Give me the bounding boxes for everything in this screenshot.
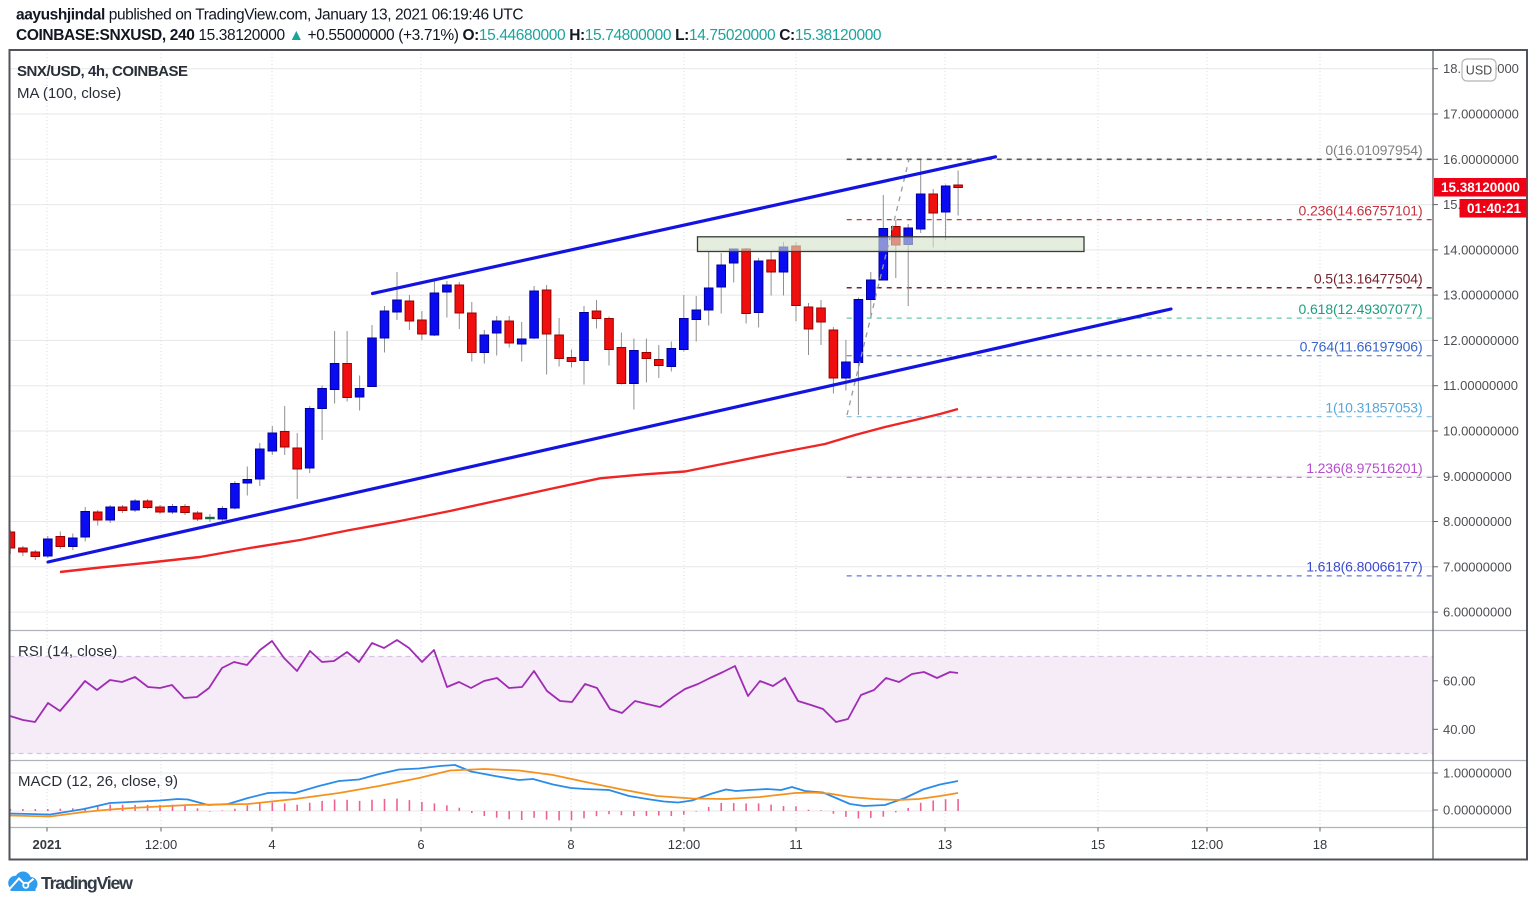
svg-text:6: 6 xyxy=(417,837,424,852)
svg-text:60.00: 60.00 xyxy=(1443,673,1476,688)
svg-text:TradingView: TradingView xyxy=(41,873,133,893)
svg-text:4: 4 xyxy=(268,837,275,852)
svg-text:1.618(6.80066177): 1.618(6.80066177) xyxy=(1306,559,1422,575)
svg-text:14.00000000: 14.00000000 xyxy=(1443,242,1519,257)
svg-text:1(10.31857053): 1(10.31857053) xyxy=(1325,399,1422,415)
svg-text:12:00: 12:00 xyxy=(1191,837,1224,852)
svg-text:12.00000000: 12.00000000 xyxy=(1443,333,1519,348)
svg-text:0.618(12.49307077): 0.618(12.49307077) xyxy=(1299,301,1423,317)
svg-text:13: 13 xyxy=(938,837,952,852)
svg-text:7.00000000: 7.00000000 xyxy=(1443,559,1512,574)
svg-text:18: 18 xyxy=(1313,837,1327,852)
svg-text:01:40:21: 01:40:21 xyxy=(1467,201,1522,216)
svg-text:MA (100, close): MA (100, close) xyxy=(17,85,121,102)
svg-text:6.00000000: 6.00000000 xyxy=(1443,605,1512,620)
svg-text:17.00000000: 17.00000000 xyxy=(1443,107,1519,122)
svg-text:MACD (12, 26, close, 9): MACD (12, 26, close, 9) xyxy=(18,773,178,790)
svg-text:8.00000000: 8.00000000 xyxy=(1443,514,1512,529)
svg-text:0.764(11.66197906): 0.764(11.66197906) xyxy=(1300,338,1423,354)
svg-text:USD: USD xyxy=(1466,64,1492,78)
svg-text:12:00: 12:00 xyxy=(145,837,178,852)
svg-text:0.5(13.16477504): 0.5(13.16477504) xyxy=(1314,270,1423,286)
svg-text:40.00: 40.00 xyxy=(1443,722,1476,737)
svg-text:8: 8 xyxy=(567,837,574,852)
svg-text:11: 11 xyxy=(789,837,803,852)
svg-text:0.236(14.66757101): 0.236(14.66757101) xyxy=(1299,203,1423,219)
svg-text:0.00000000: 0.00000000 xyxy=(1443,803,1512,818)
svg-text:9.00000000: 9.00000000 xyxy=(1443,469,1512,484)
svg-text:13.00000000: 13.00000000 xyxy=(1443,288,1519,303)
svg-text:RSI (14, close): RSI (14, close) xyxy=(18,643,117,660)
svg-text:0(16.01097954): 0(16.01097954) xyxy=(1325,142,1422,158)
svg-text:SNX/USD, 4h, COINBASE: SNX/USD, 4h, COINBASE xyxy=(17,63,188,80)
svg-text:10.00000000: 10.00000000 xyxy=(1443,424,1519,439)
svg-text:12:00: 12:00 xyxy=(668,837,701,852)
svg-text:15.38120000: 15.38120000 xyxy=(1441,180,1520,195)
svg-text:2021: 2021 xyxy=(33,837,62,852)
svg-text:16.00000000: 16.00000000 xyxy=(1443,152,1519,167)
svg-text:11.00000000: 11.00000000 xyxy=(1443,378,1518,393)
svg-text:1.00000000: 1.00000000 xyxy=(1443,766,1512,781)
svg-text:1.236(8.97516201): 1.236(8.97516201) xyxy=(1306,460,1422,476)
svg-text:COINBASE:SNXUSD, 240 15.38120: COINBASE:SNXUSD, 240 15.38120000 ▲ +0.55… xyxy=(16,27,882,44)
svg-text:15: 15 xyxy=(1091,837,1105,852)
svg-text:aayushjindal published on Trad: aayushjindal published on TradingView.co… xyxy=(16,7,523,24)
